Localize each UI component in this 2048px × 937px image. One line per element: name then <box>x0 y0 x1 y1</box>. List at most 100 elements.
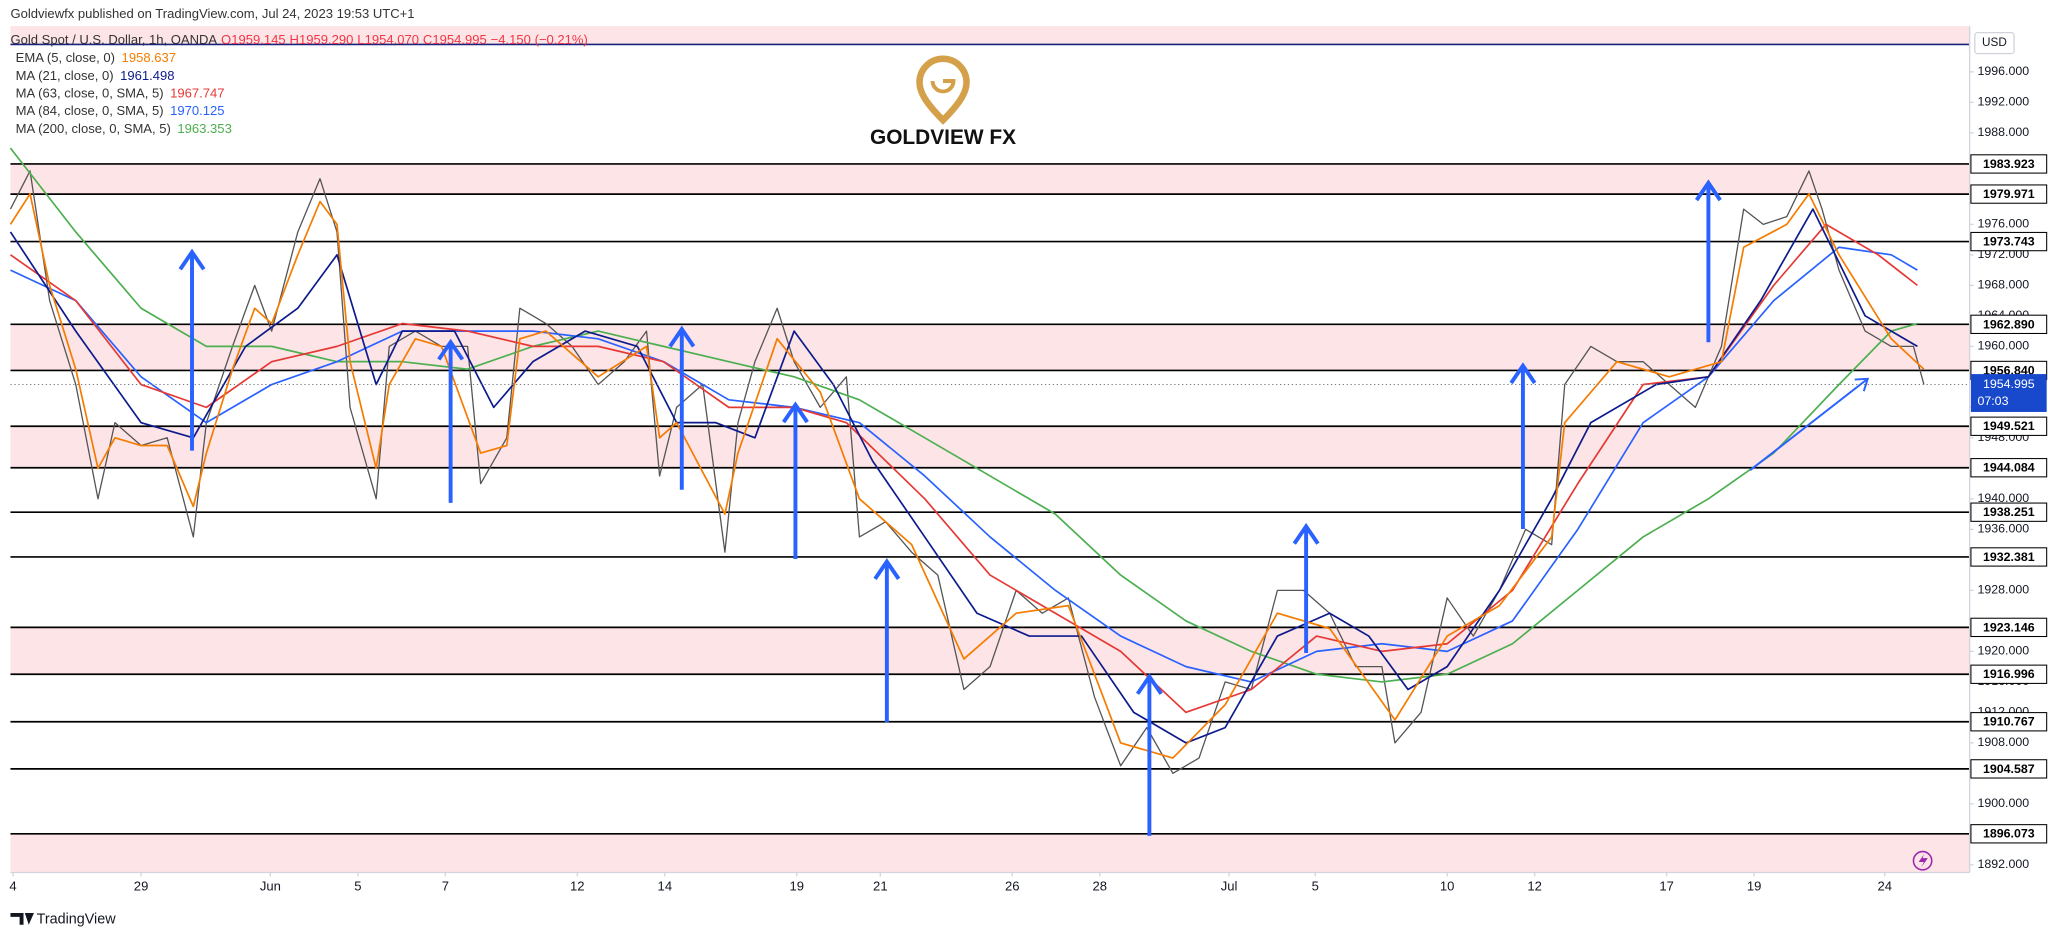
header: Goldviewfx published on TradingView.com,… <box>10 6 587 136</box>
ma-line <box>9 192 1925 759</box>
level-label-box <box>1970 184 2048 204</box>
level-label: 1916.996 <box>1983 667 2035 681</box>
x-tick-label: Jul <box>1221 878 1238 893</box>
y-tick-label: 1920.000 <box>1977 644 2029 658</box>
legend-name: MA (84, close, 0, SMA, 5) <box>16 103 164 118</box>
level-label: 1979.971 <box>1983 187 2035 201</box>
level-label-box <box>1970 416 2048 436</box>
zone <box>10 324 1970 371</box>
x-tick-label: 4 <box>9 878 16 893</box>
last-price-box <box>1970 374 2047 412</box>
level-label: 1962.890 <box>1983 317 2035 331</box>
y-tick-label: 1892.000 <box>1977 857 2029 871</box>
brand: GOLDVIEW FX <box>870 126 1016 149</box>
level-label: 1910.767 <box>1983 715 2035 729</box>
level-label-box <box>1970 824 2048 844</box>
level-label-box <box>1970 502 2048 522</box>
axes: 1996.0001992.0001988.0001976.0001972.000… <box>9 26 2048 893</box>
ma-line <box>9 223 1918 714</box>
legend-value: 1963.353 <box>177 121 231 136</box>
arrow-head <box>873 558 901 580</box>
level-label: 1904.587 <box>1983 762 2035 776</box>
x-tick-label: 12 <box>570 878 585 893</box>
level-label: 1949.521 <box>1983 419 2035 433</box>
legend-name: MA (200, close, 0, SMA, 5) <box>16 121 171 136</box>
footer: TradingView <box>37 911 117 927</box>
x-tick-label: 7 <box>442 878 449 893</box>
publisher-note: Goldviewfx published on TradingView.com,… <box>10 6 414 21</box>
level-label: 1944.084 <box>1983 461 2035 475</box>
level-label: 1973.743 <box>1983 235 2035 249</box>
footer-logo <box>10 912 34 925</box>
y-tick-label: 1908.000 <box>1977 735 2029 749</box>
arrow-shaft <box>1749 377 1869 471</box>
y-tick-label: 1940.000 <box>1977 491 2029 505</box>
arrow-head <box>1509 362 1537 385</box>
x-tick-label: 24 <box>1877 878 1892 893</box>
legend-name: MA (21, close, 0) <box>16 68 114 83</box>
x-tick-label: 28 <box>1092 878 1107 893</box>
level-label-box <box>1970 154 2048 174</box>
alert-bolt <box>1918 854 1928 868</box>
level-label: 1896.073 <box>1983 827 2035 841</box>
level-label: 1956.840 <box>1983 363 2035 377</box>
level-label-box <box>1970 547 2048 567</box>
currency-box <box>1974 31 2015 55</box>
level-label-box <box>1970 231 2048 252</box>
x-tick-label: Jun <box>260 878 281 893</box>
ohlc: −4.150 (−0.21%) <box>491 32 588 47</box>
zone <box>10 426 1970 468</box>
logo-pin <box>916 55 970 125</box>
ohlc: C1954.995 <box>423 32 487 47</box>
plot <box>9 147 1970 835</box>
x-tick-label: 12 <box>1527 878 1542 893</box>
arrow-head <box>437 338 465 361</box>
x-tick-label: 14 <box>658 878 673 893</box>
legend-value: 1967.747 <box>170 85 224 100</box>
legend-value: 1961.498 <box>120 68 174 83</box>
arrow-head <box>1292 522 1320 545</box>
ohlc: L1954.070 <box>357 32 419 47</box>
ma-line <box>9 208 1918 744</box>
logo: GOLDVIEW FX <box>870 55 1016 149</box>
x-tick-label: 29 <box>134 878 149 893</box>
x-tick-label: 5 <box>354 878 361 893</box>
level-label-box <box>1970 314 2048 334</box>
symbol: Gold Spot / U.S. Dollar, 1h, OANDA <box>10 32 217 47</box>
annotations <box>178 179 1870 836</box>
legend-name: MA (63, close, 0, SMA, 5) <box>16 85 164 100</box>
level-label-box <box>1970 617 2048 638</box>
countdown: 07:03 <box>1977 394 2008 408</box>
x-tick-label: 21 <box>873 878 888 893</box>
arrow-head <box>668 325 696 348</box>
arrow-head <box>178 248 206 271</box>
last-price-label: 1954.995 <box>1983 377 2035 391</box>
zone <box>10 163 1970 195</box>
y-tick-label: 1976.000 <box>1977 217 2029 231</box>
alert-icon[interactable] <box>1912 850 1933 871</box>
level-label-box <box>1970 458 2048 478</box>
y-tick-label: 1988.000 <box>1977 125 2029 139</box>
currency: USD <box>1982 36 2007 49</box>
arrow-head <box>1854 377 1870 392</box>
level-label: 1983.923 <box>1983 157 2035 171</box>
arrow-head <box>1694 179 1722 202</box>
arrow-head <box>1135 673 1163 695</box>
zone <box>10 833 1970 873</box>
y-tick-label: 1992.000 <box>1977 95 2029 109</box>
level-label-box <box>1970 664 2048 684</box>
x-tick-label: 19 <box>789 878 804 893</box>
x-tick-label: 26 <box>1005 878 1020 893</box>
y-tick-label: 1968.000 <box>1977 278 2029 292</box>
level-label: 1932.381 <box>1983 550 2035 564</box>
level-label-box <box>1970 712 2048 732</box>
level-label: 1938.251 <box>1983 505 2035 519</box>
ohlc: O1959.145 <box>221 32 286 47</box>
legend-name: EMA (5, close, 0) <box>16 50 115 65</box>
x-tick-label: 17 <box>1659 878 1674 893</box>
logo-g <box>930 79 956 94</box>
y-tick-label: 1936.000 <box>1977 522 2029 536</box>
y-tick-label: 1928.000 <box>1977 583 2029 597</box>
x-tick-label: 10 <box>1440 878 1455 893</box>
